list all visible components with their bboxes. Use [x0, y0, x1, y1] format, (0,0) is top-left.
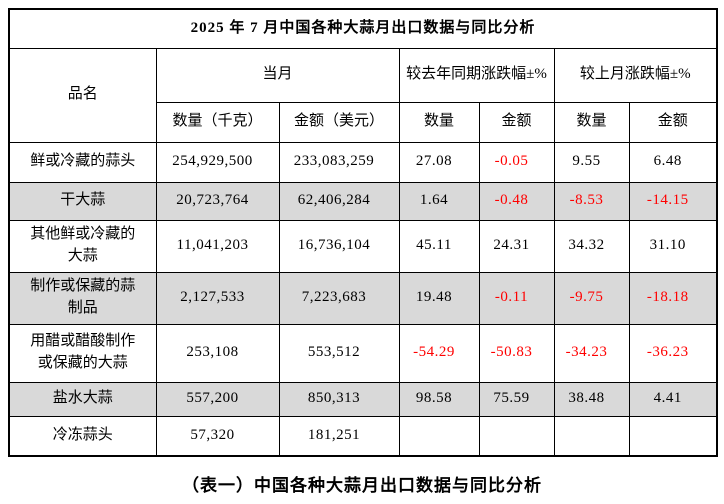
- value-cell: 1.64: [398, 181, 480, 221]
- garlic-export-table: 2025 年 7 月中国各种大蒜月出口数据与同比分析 品名 当月 较去年同期涨跌…: [8, 8, 719, 457]
- value-cell: 31.10: [628, 219, 718, 273]
- value-cell: 254,929,500: [155, 141, 280, 183]
- value-cell: 557,200: [155, 381, 280, 417]
- value-cell: -9.75: [553, 271, 630, 325]
- product-name-cell: 盐水大蒜: [8, 381, 157, 417]
- table-title: 2025 年 7 月中国各种大蒜月出口数据与同比分析: [8, 8, 718, 49]
- value-cell: 181,251: [278, 415, 400, 457]
- table-row: 其他鲜或冷藏的大蒜 11,041,203 16,736,104 45.11 24…: [8, 219, 718, 273]
- value-cell: -0.05: [478, 141, 555, 183]
- value-cell: 34.32: [553, 219, 630, 273]
- table-row: 鲜或冷藏的蒜头 254,929,500 233,083,259 27.08 -0…: [8, 141, 718, 183]
- product-name-cell: 制作或保藏的蒜制品: [8, 271, 157, 325]
- col-header-product: 品名: [8, 47, 157, 143]
- value-cell: [628, 415, 718, 457]
- product-name-cell: 冷冻蒜头: [8, 415, 157, 457]
- value-cell: -50.83: [478, 323, 555, 383]
- value-cell: -8.53: [553, 181, 630, 221]
- col-header-yoy-amount: 金额: [478, 101, 555, 143]
- group-header-mom-change: 较上月涨跌幅±%: [553, 47, 718, 103]
- value-cell: [553, 415, 630, 457]
- value-cell: 24.31: [478, 219, 555, 273]
- col-header-amount-usd: 金额（美元）: [278, 101, 400, 143]
- product-name-cell: 鲜或冷藏的蒜头: [8, 141, 157, 183]
- value-cell: 4.41: [628, 381, 718, 417]
- value-cell: -14.15: [628, 181, 718, 221]
- value-cell: 16,736,104: [278, 219, 400, 273]
- table-row: 用醋或醋酸制作或保藏的大蒜 253,108 553,512 -54.29 -50…: [8, 323, 718, 383]
- value-cell: 45.11: [398, 219, 480, 273]
- col-header-yoy-quantity: 数量: [398, 101, 480, 143]
- value-cell: [398, 415, 480, 457]
- value-cell: 75.59: [478, 381, 555, 417]
- group-header-yoy-change: 较去年同期涨跌幅±%: [398, 47, 555, 103]
- value-cell: 38.48: [553, 381, 630, 417]
- value-cell: 7,223,683: [278, 271, 400, 325]
- table-row: 制作或保藏的蒜制品 2,127,533 7,223,683 19.48 -0.1…: [8, 271, 718, 325]
- col-header-mom-amount: 金额: [628, 101, 718, 143]
- value-cell: 553,512: [278, 323, 400, 383]
- product-name-cell: 用醋或醋酸制作或保藏的大蒜: [8, 323, 157, 383]
- value-cell: 27.08: [398, 141, 480, 183]
- table-caption: （表一）中国各种大蒜月出口数据与同比分析: [182, 476, 542, 495]
- value-cell: 57,320: [155, 415, 280, 457]
- value-cell: [478, 415, 555, 457]
- value-cell: 6.48: [628, 141, 718, 183]
- value-cell: 98.58: [398, 381, 480, 417]
- value-cell: 19.48: [398, 271, 480, 325]
- value-cell: -0.48: [478, 181, 555, 221]
- value-cell: 2,127,533: [155, 271, 280, 325]
- value-cell: -34.23: [553, 323, 630, 383]
- product-name-cell: 干大蒜: [8, 181, 157, 221]
- value-cell: -54.29: [398, 323, 480, 383]
- col-header-mom-quantity: 数量: [553, 101, 630, 143]
- value-cell: -18.18: [628, 271, 718, 325]
- value-cell: 850,313: [278, 381, 400, 417]
- value-cell: 233,083,259: [278, 141, 400, 183]
- value-cell: 9.55: [553, 141, 630, 183]
- group-header-current-month: 当月: [155, 47, 400, 103]
- table-row: 盐水大蒜 557,200 850,313 98.58 75.59 38.48 4…: [8, 381, 718, 417]
- table-row: 冷冻蒜头 57,320 181,251: [8, 415, 718, 457]
- value-cell: 253,108: [155, 323, 280, 383]
- product-name-cell: 其他鲜或冷藏的大蒜: [8, 219, 157, 273]
- value-cell: -36.23: [628, 323, 718, 383]
- value-cell: -0.11: [478, 271, 555, 325]
- col-header-quantity-kg: 数量（千克）: [155, 101, 280, 143]
- value-cell: 20,723,764: [155, 181, 280, 221]
- table-row: 干大蒜 20,723,764 62,406,284 1.64 -0.48 -8.…: [8, 181, 718, 221]
- value-cell: 11,041,203: [155, 219, 280, 273]
- value-cell: 62,406,284: [278, 181, 400, 221]
